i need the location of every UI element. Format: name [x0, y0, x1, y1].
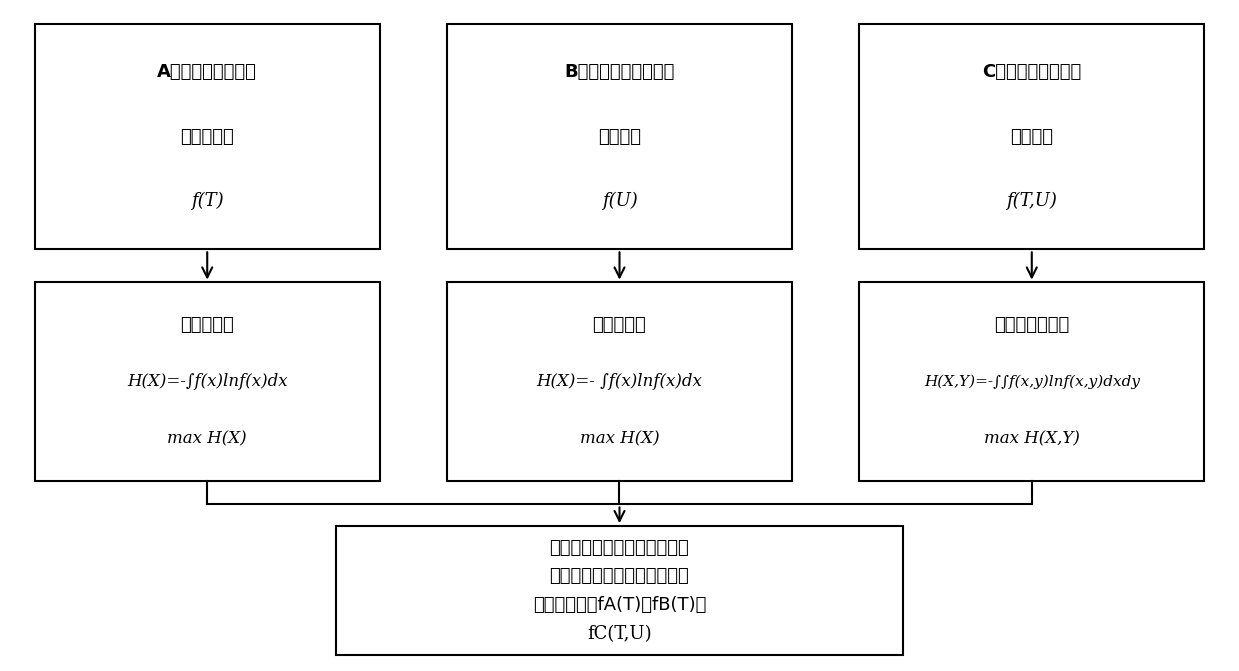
Bar: [35, 24, 379, 250]
Text: 最大熵模型: 最大熵模型: [592, 316, 647, 334]
Text: H(X,Y)=-∫∫f(x,y)lnf(x,y)dxdy: H(X,Y)=-∫∫f(x,y)lnf(x,y)dxdy: [924, 374, 1140, 389]
Text: max H(X): max H(X): [580, 430, 659, 447]
Text: C区故障概率密度函: C区故障概率密度函: [983, 63, 1082, 81]
Bar: [35, 282, 379, 481]
Text: 数形式：: 数形式：: [1010, 127, 1053, 146]
Text: fC(T,U): fC(T,U): [587, 625, 652, 643]
Bar: [337, 526, 902, 656]
Bar: [860, 24, 1204, 250]
Text: H(X)=- ∫f(x)lnf(x)dx: H(X)=- ∫f(x)lnf(x)dx: [536, 373, 703, 391]
Bar: [860, 282, 1204, 481]
Text: f(T,U): f(T,U): [1006, 192, 1057, 210]
Text: max H(X): max H(X): [167, 430, 247, 447]
Text: B区的故障概率密度函: B区的故障概率密度函: [564, 63, 675, 81]
Text: 算，分别求得fA(T)、fB(T)、: 算，分别求得fA(T)、fB(T)、: [533, 596, 706, 614]
Text: 最大熵模型: 最大熵模型: [181, 316, 234, 334]
Text: 熵模型的样本，通过最优化计: 熵模型的样本，通过最优化计: [550, 567, 689, 585]
Text: 数形式：: 数形式：: [598, 127, 641, 146]
Text: 以输入的历史监测数据为最大: 以输入的历史监测数据为最大: [550, 539, 689, 556]
Text: f(T): f(T): [191, 192, 223, 210]
Text: f(U): f(U): [602, 192, 637, 210]
Text: A区的故障概率密度: A区的故障概率密度: [157, 63, 258, 81]
Text: max H(X,Y): max H(X,Y): [984, 430, 1079, 447]
Text: 最大联合熵模型: 最大联合熵模型: [994, 316, 1069, 334]
Bar: [447, 24, 792, 250]
Text: H(X)=-∫f(x)lnf(x)dx: H(X)=-∫f(x)lnf(x)dx: [126, 373, 287, 391]
Bar: [447, 282, 792, 481]
Text: 函数形式：: 函数形式：: [181, 127, 234, 146]
